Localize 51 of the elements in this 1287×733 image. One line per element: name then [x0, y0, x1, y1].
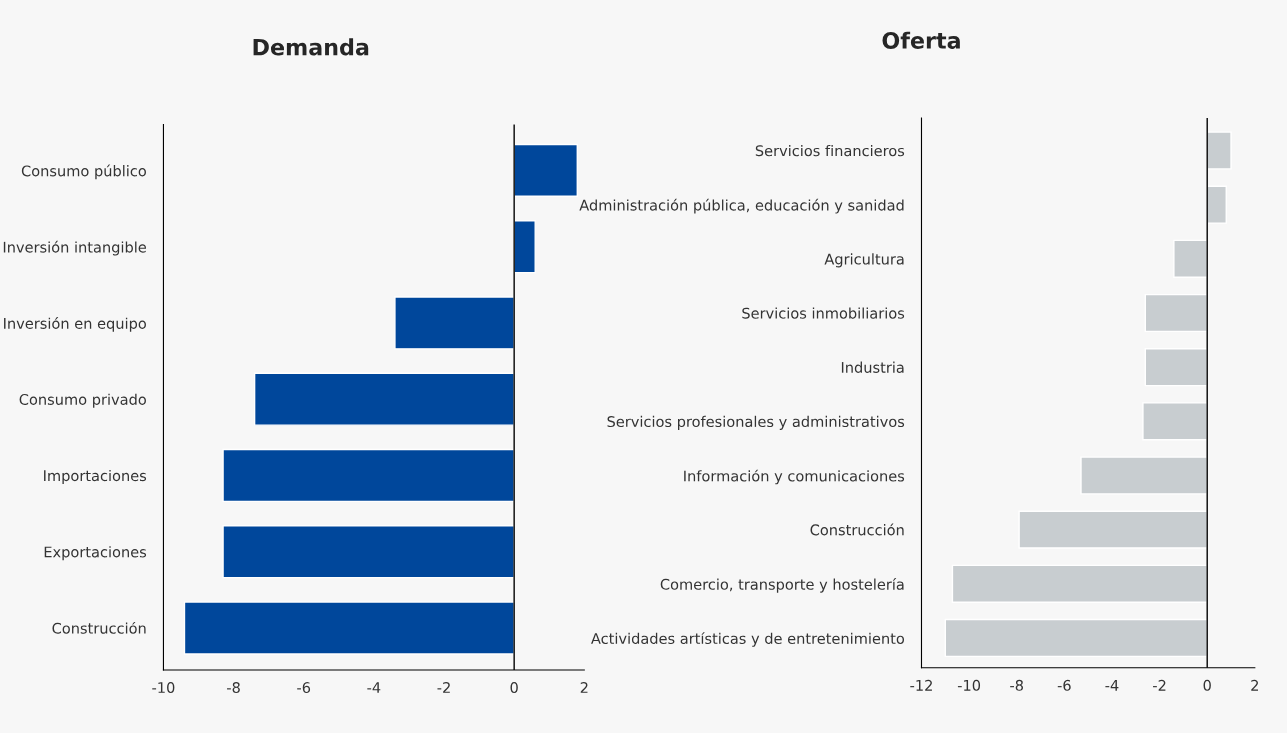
bar	[951, 564, 1208, 603]
x-tick-label: -4	[367, 682, 381, 693]
y-tick-label: Servicios inmobiliarios	[742, 307, 905, 319]
bar	[183, 601, 515, 655]
y-tick-label: Inversión intangible	[3, 240, 147, 256]
x-tick-label: -10	[152, 682, 175, 694]
bar	[394, 296, 515, 350]
bar	[1018, 510, 1208, 549]
x-tick-label: -6	[1057, 679, 1071, 691]
y-tick-label: Construcción	[52, 621, 146, 634]
y-tick-label: Exportaciones	[44, 546, 147, 561]
y-tick-label: Administración pública, educación y sanidad	[579, 198, 904, 214]
y-tick-label: Actividades artísticas y de entretenimiento	[591, 632, 905, 647]
y-tick-label: Agricultura	[824, 253, 904, 268]
chart-title: Oferta	[882, 31, 960, 49]
x-tick-label: -8	[227, 682, 240, 694]
bar	[513, 220, 536, 274]
x-tick-label: -2	[437, 682, 450, 693]
bar	[222, 448, 515, 503]
bar	[1080, 456, 1208, 495]
y-tick-label: Consumo público	[21, 164, 146, 180]
bar	[513, 143, 578, 198]
x-tick-label: 0	[1203, 679, 1211, 691]
bar	[1173, 239, 1208, 278]
bar	[1142, 402, 1208, 441]
y-tick-label: Construcción	[810, 523, 904, 536]
bar	[222, 525, 515, 579]
x-tick-label: 2	[1251, 679, 1258, 691]
x-tick-label: -8	[1010, 679, 1023, 691]
x-tick-label: -6	[297, 682, 311, 694]
bar	[1144, 348, 1208, 387]
y-tick-label: Comercio, transporte y hostelería	[660, 577, 904, 593]
y-tick-label: Importaciones	[44, 469, 147, 485]
y-tick-label: Información y comunicaciones	[684, 469, 905, 485]
x-tick-label: -2	[1153, 679, 1166, 691]
x-tick-label: -4	[1105, 680, 1119, 691]
x-tick-label: 0	[510, 682, 518, 694]
chart-title: Demanda	[253, 38, 369, 56]
y-tick-label: Industria	[841, 361, 904, 373]
bar	[253, 372, 515, 426]
bar	[944, 618, 1208, 658]
y-tick-label: Servicios profesionales y administrativos	[607, 415, 905, 430]
bar	[1206, 185, 1227, 224]
x-tick-label: 2	[580, 682, 588, 693]
x-tick-label: -12	[910, 679, 932, 691]
x-tick-label: -10	[957, 679, 981, 691]
bar	[1144, 293, 1208, 333]
bar	[1206, 131, 1232, 170]
y-tick-label: Inversión en equipo	[4, 317, 146, 332]
y-tick-label: Servicios financieros	[755, 144, 905, 157]
y-tick-label: Consumo privado	[19, 393, 146, 408]
